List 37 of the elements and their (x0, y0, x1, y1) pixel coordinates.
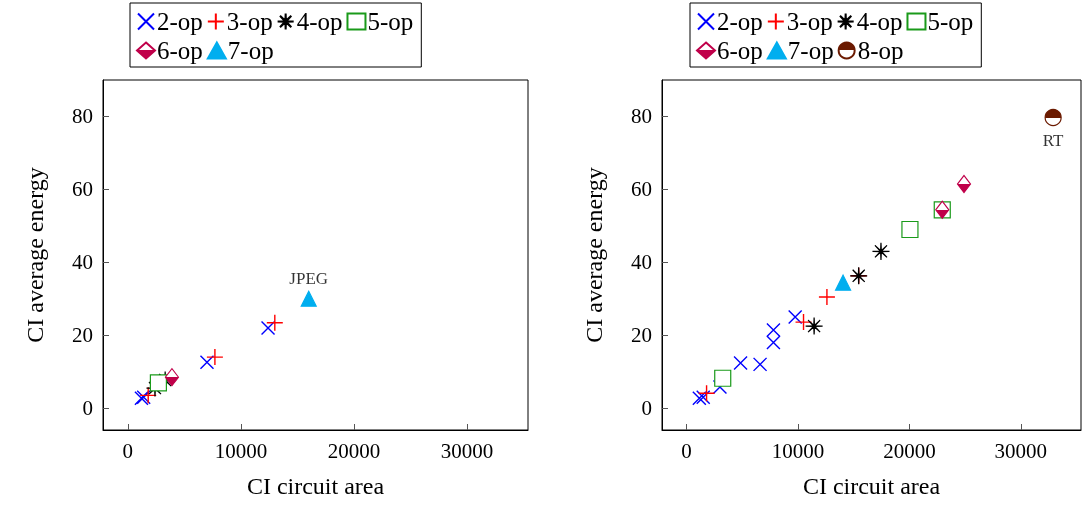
legend-label: 3-op (226, 8, 273, 35)
legend-label: 6-op (717, 37, 763, 64)
y-tick-label: 20 (631, 323, 652, 348)
legend-label: 7-op (787, 37, 834, 64)
y-tick-label: 60 (72, 177, 93, 202)
y-axis-title: CI average energy (22, 167, 48, 343)
annotation: RT (1042, 130, 1065, 150)
y-tick-label: 40 (72, 250, 93, 275)
legend-label: 8-op (857, 37, 904, 64)
x-tick-label: 20000 (327, 438, 381, 463)
x-tick-label: 0 (122, 438, 134, 463)
legend-label: 2-op (717, 8, 763, 35)
y-axis-title: CI average energy (581, 167, 607, 343)
legend-label: 6-op (157, 37, 203, 64)
x-axis-title: CI circuit area (246, 473, 385, 499)
x-tick-label: 10000 (214, 438, 268, 463)
y-tick-label: 80 (631, 104, 652, 129)
y-tick-label: 40 (631, 250, 652, 275)
y-tick-label: 0 (82, 396, 93, 421)
legend-label: 7-op (227, 37, 274, 64)
legend-label: 2-op (157, 8, 203, 35)
y-tick-label: 80 (72, 104, 93, 129)
legend-label: 3-op (786, 8, 833, 35)
x-tick-label: 20000 (883, 438, 936, 463)
annotation: JPEG (289, 268, 329, 288)
legend-label: 5-op (927, 8, 974, 35)
x-tick-label: 30000 (994, 438, 1048, 463)
legend-label: 4-op (296, 8, 343, 35)
x-tick-label: 0 (681, 438, 692, 463)
y-tick-label: 20 (72, 323, 93, 348)
legend-label: 5-op (367, 8, 414, 35)
x-tick-label: 10000 (771, 438, 825, 463)
legend-label: 4-op (856, 8, 903, 35)
x-tick-label: 30000 (440, 438, 494, 463)
y-tick-label: 0 (641, 396, 652, 421)
y-tick-label: 60 (631, 177, 652, 202)
x-axis-title: CI circuit area (802, 473, 941, 499)
